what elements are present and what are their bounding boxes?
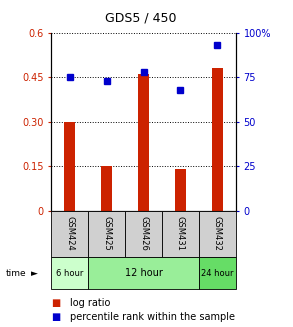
Text: GDS5 / 450: GDS5 / 450 [105,11,176,25]
Text: GSM424: GSM424 [65,216,74,251]
Text: 12 hour: 12 hour [125,268,163,278]
Bar [88,211,125,257]
Bar [199,211,236,257]
Text: 6 hour: 6 hour [56,268,84,278]
Text: ■: ■ [51,299,61,308]
Bar [51,257,88,289]
Bar [64,122,75,211]
Text: 24 hour: 24 hour [201,268,234,278]
Text: GSM426: GSM426 [139,216,148,251]
Text: GSM432: GSM432 [213,216,222,251]
Text: ■: ■ [51,312,61,322]
Bar [51,211,88,257]
Text: GSM425: GSM425 [102,216,111,251]
Bar [212,68,223,211]
Text: ►: ► [31,269,38,278]
Text: log ratio: log ratio [70,299,111,308]
Bar [175,169,186,211]
Bar [125,211,162,257]
Text: time: time [6,269,26,278]
Bar [162,211,199,257]
Bar [199,257,236,289]
Bar [88,257,199,289]
Text: GSM431: GSM431 [176,216,185,251]
Bar [138,74,149,211]
Text: percentile rank within the sample: percentile rank within the sample [70,312,235,322]
Bar [101,166,112,211]
